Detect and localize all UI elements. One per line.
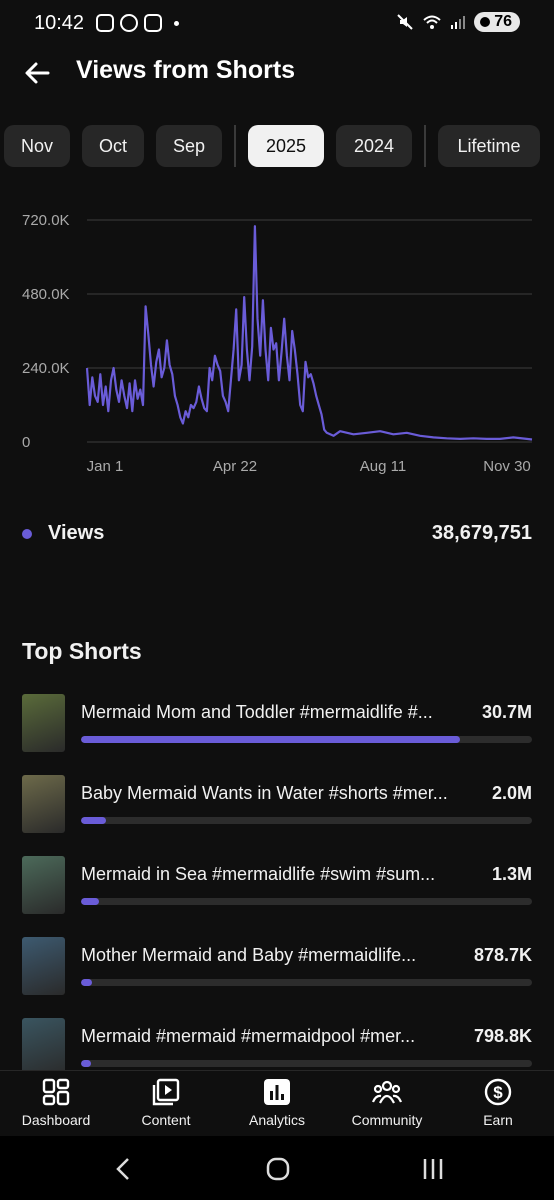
chip-sep[interactable]: Sep xyxy=(156,125,222,167)
share-bar-fill xyxy=(81,736,460,743)
analytics-icon xyxy=(264,1079,290,1105)
content-icon xyxy=(152,1078,180,1106)
short-views: 878.7K xyxy=(473,945,532,965)
short-row[interactable]: Mother Mermaid and Baby #mermaidlife... … xyxy=(0,933,554,995)
more-notifications-icon xyxy=(174,20,179,26)
nav-content[interactable]: Content xyxy=(111,1077,221,1135)
short-views: 2.0M xyxy=(491,783,532,803)
nav-label: Earn xyxy=(483,1112,513,1128)
top-shorts-title: Top Shorts xyxy=(22,638,142,664)
views-line-chart: 0 240.0K 480.0K 720.0K Jan 1 Apr 22 Aug 11 Nov … xyxy=(22,212,533,475)
header: Views from Shorts xyxy=(0,48,554,98)
nav-label: Content xyxy=(141,1112,191,1128)
system-navigation-bar xyxy=(0,1136,554,1200)
share-bar xyxy=(81,817,532,824)
nav-label: Community xyxy=(351,1112,423,1128)
short-row[interactable]: Mermaid Mom and Toddler #mermaidlife #..… xyxy=(0,690,554,752)
short-title: Baby Mermaid Wants in Water #shorts #mer… xyxy=(81,783,448,803)
share-bar-fill xyxy=(81,979,93,986)
x-tick-label: Apr 22 xyxy=(213,458,257,475)
share-bar xyxy=(81,979,532,986)
chip-2025[interactable]: 2025 xyxy=(248,125,324,167)
short-views: 30.7M xyxy=(481,702,532,722)
share-bar-fill xyxy=(81,1060,91,1067)
share-bar-fill xyxy=(81,817,106,824)
share-bar xyxy=(81,736,532,743)
share-bar xyxy=(81,898,532,905)
status-bar: 10:42 76 xyxy=(0,0,554,48)
chip-lifetime[interactable]: Lifetime xyxy=(438,125,540,167)
short-thumbnail xyxy=(22,694,65,752)
status-time: 10:42 xyxy=(34,12,85,34)
period-filter-chips: Nov Oct Sep 2025 2024 Lifetime xyxy=(4,124,552,168)
nav-label: Analytics xyxy=(248,1112,306,1128)
wifi-icon xyxy=(423,15,441,29)
battery-level: 76 xyxy=(474,12,520,32)
share-bar xyxy=(81,1060,532,1067)
short-title: Mermaid #mermaid #mermaidpool #mer... xyxy=(81,1026,416,1046)
nav-community[interactable]: Community xyxy=(332,1077,442,1135)
earn-icon: $ xyxy=(484,1078,512,1106)
notification-icons xyxy=(96,14,179,32)
system-recents-icon[interactable] xyxy=(413,1154,453,1184)
short-views: 798.8K xyxy=(473,1026,532,1046)
y-tick-label: 720.0K xyxy=(22,212,70,229)
nav-dashboard[interactable]: Dashboard xyxy=(1,1077,111,1135)
y-tick-label: 240.0K xyxy=(22,360,70,377)
system-back-icon[interactable] xyxy=(104,1154,144,1184)
short-thumbnail xyxy=(22,775,65,833)
views-line xyxy=(85,225,533,441)
short-row[interactable]: Mermaid #mermaid #mermaidpool #mer... 79… xyxy=(0,1014,554,1070)
short-row[interactable]: Mermaid in Sea #mermaidlife #swim #sum..… xyxy=(0,852,554,914)
nav-analytics[interactable]: Analytics xyxy=(222,1077,332,1135)
top-shorts-list: Mermaid Mom and Toddler #mermaidlife #..… xyxy=(0,690,554,1070)
community-icon xyxy=(372,1080,402,1104)
svg-text:$: $ xyxy=(493,1083,503,1102)
x-tick-label: Nov 30 xyxy=(483,458,531,475)
y-tick-label: 0 xyxy=(22,434,30,451)
bottom-navigation: Dashboard Content Analytics Community xyxy=(0,1070,554,1137)
legend-label: Views xyxy=(48,522,105,544)
x-tick-label: Aug 11 xyxy=(360,458,406,475)
chip-nov[interactable]: Nov xyxy=(4,125,70,167)
instagram-icon xyxy=(144,14,162,32)
short-views: 1.3M xyxy=(491,864,532,884)
legend-dot xyxy=(22,529,32,539)
short-thumbnail xyxy=(22,856,65,914)
chip-2024[interactable]: 2024 xyxy=(336,125,412,167)
dashboard-icon xyxy=(42,1078,70,1106)
share-bar-fill xyxy=(81,898,100,905)
short-title: Mother Mermaid and Baby #mermaidlife... xyxy=(81,945,417,965)
mute-icon xyxy=(397,14,413,30)
chip-divider xyxy=(424,125,426,167)
short-row[interactable]: Baby Mermaid Wants in Water #shorts #mer… xyxy=(0,771,554,833)
x-tick-label: Jan 1 xyxy=(87,458,124,475)
short-thumbnail xyxy=(22,1018,65,1070)
page-title: Views from Shorts xyxy=(76,56,296,84)
views-total: 38,679,751 xyxy=(431,522,532,544)
chart-legend: Views 38,679,751 xyxy=(22,520,532,550)
pokeball-icon xyxy=(120,14,138,32)
arrow-left-icon[interactable] xyxy=(22,57,54,89)
nav-earn[interactable]: $ Earn xyxy=(443,1077,553,1135)
short-thumbnail xyxy=(22,937,65,995)
y-tick-label: 480.0K xyxy=(22,286,70,303)
short-title: Mermaid in Sea #mermaidlife #swim #sum..… xyxy=(81,864,436,884)
chip-oct[interactable]: Oct xyxy=(82,125,144,167)
chip-divider xyxy=(234,125,236,167)
status-right: 76 xyxy=(396,12,520,32)
system-home-icon[interactable] xyxy=(258,1154,298,1184)
short-title: Mermaid Mom and Toddler #mermaidlife #..… xyxy=(81,702,433,722)
app-notification-icon xyxy=(96,14,114,32)
signal-icon xyxy=(451,16,466,29)
nav-label: Dashboard xyxy=(21,1112,91,1128)
